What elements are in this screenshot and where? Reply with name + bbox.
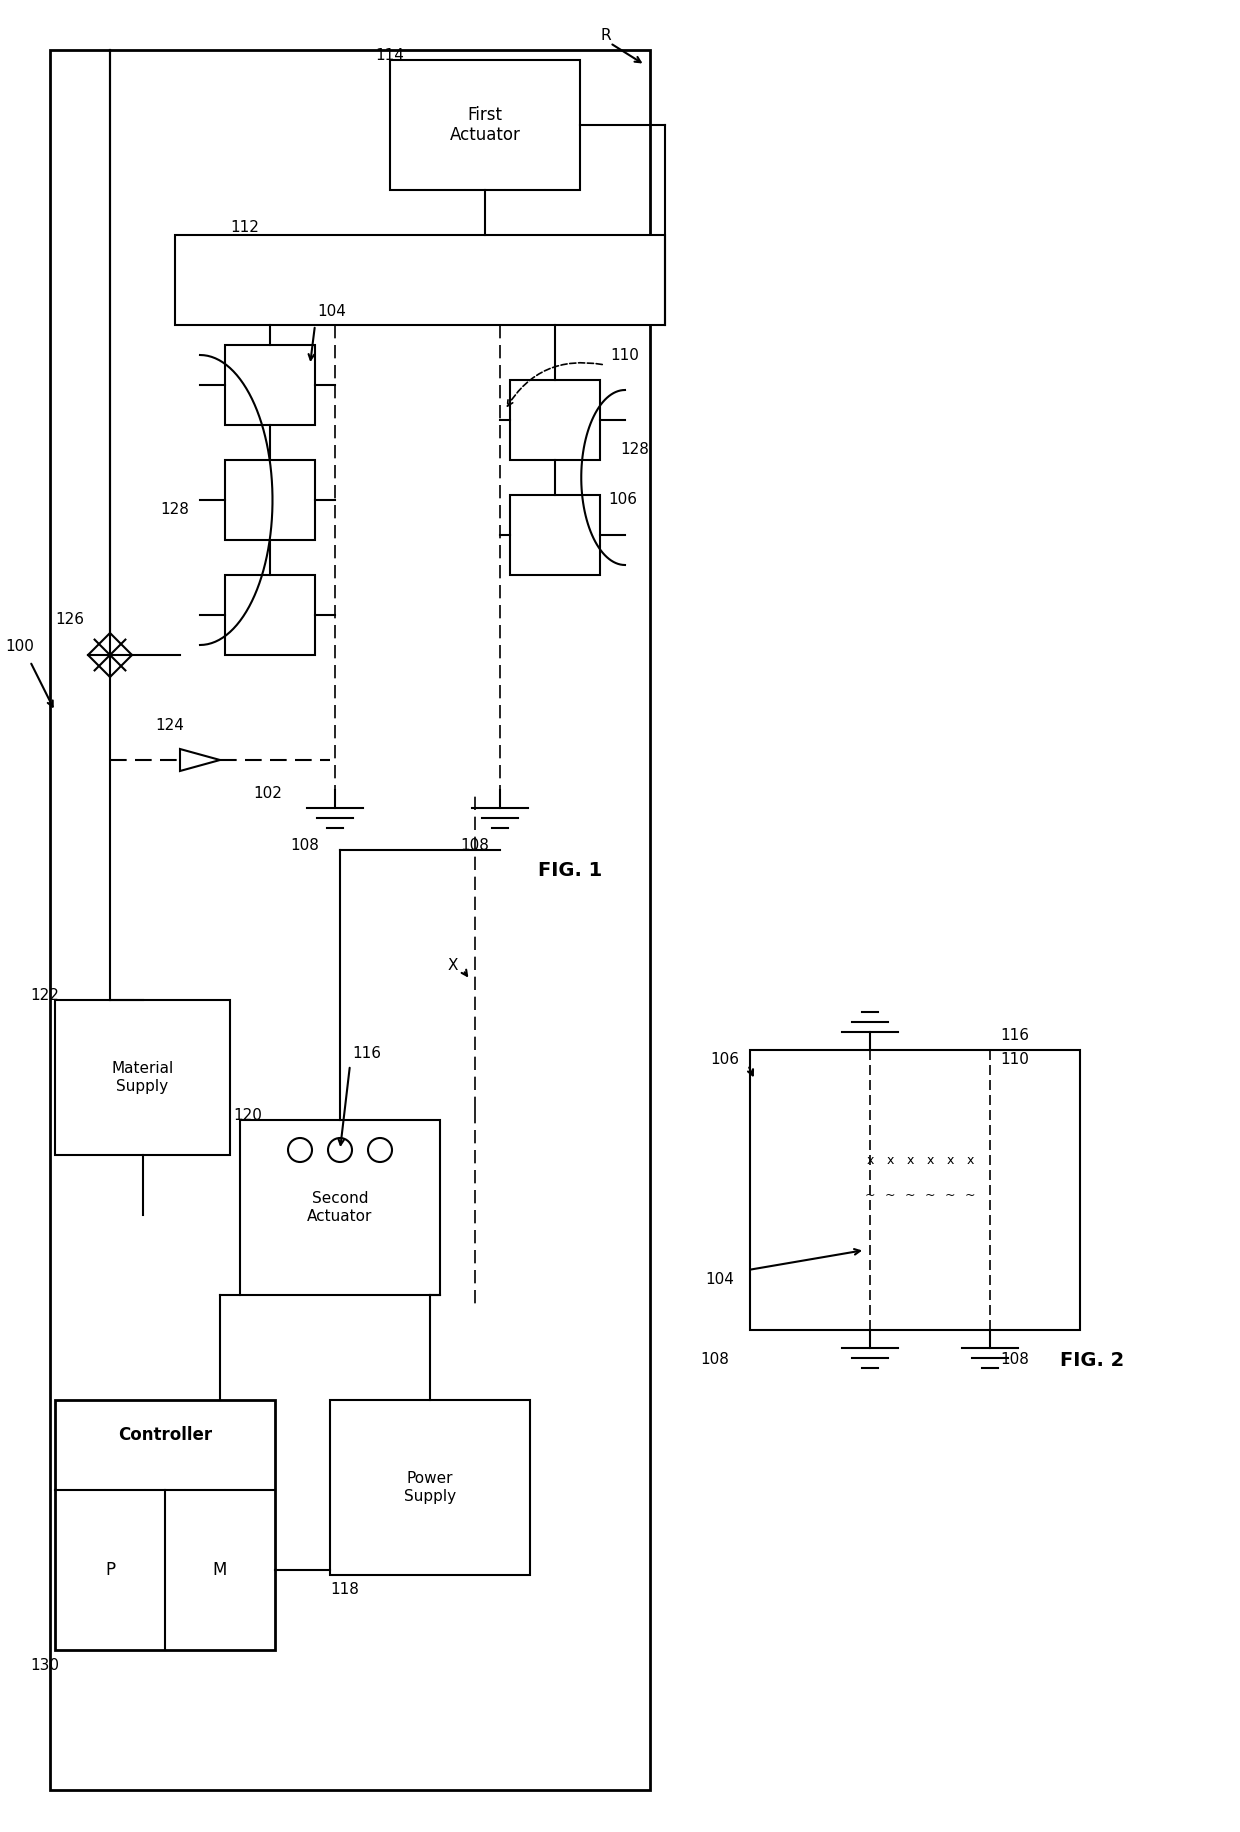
Bar (224, 344, 315, 425)
Bar (224, 460, 315, 540)
Text: ~: ~ (905, 1189, 915, 1202)
Bar (241, 1119, 440, 1295)
Bar (50, 49, 650, 1790)
Text: x: x (946, 1154, 954, 1167)
Text: 120: 120 (233, 1108, 262, 1123)
Text: ~: ~ (945, 1189, 955, 1202)
Text: 108: 108 (290, 837, 319, 852)
Bar (750, 1050, 1080, 1330)
Text: 102: 102 (253, 786, 281, 801)
Bar (510, 379, 600, 460)
Text: 112: 112 (229, 220, 259, 236)
Text: 110: 110 (999, 1053, 1029, 1068)
Text: 128: 128 (160, 502, 188, 517)
Text: 100: 100 (5, 639, 33, 654)
Text: First
Actuator: First Actuator (450, 106, 521, 145)
Text: FIG. 2: FIG. 2 (1060, 1350, 1125, 1370)
Bar (55, 1400, 275, 1651)
Text: 116: 116 (999, 1028, 1029, 1042)
Text: 104: 104 (317, 304, 346, 319)
Text: 106: 106 (711, 1053, 739, 1068)
Text: x: x (966, 1154, 973, 1167)
Text: 108: 108 (460, 837, 489, 852)
Text: x: x (926, 1154, 934, 1167)
Text: ~: ~ (885, 1189, 895, 1202)
Text: X: X (448, 958, 459, 973)
Text: x: x (887, 1154, 894, 1167)
Text: 104: 104 (706, 1273, 734, 1288)
Text: Second
Actuator: Second Actuator (308, 1191, 373, 1224)
Text: x: x (867, 1154, 874, 1167)
Text: 130: 130 (30, 1658, 60, 1673)
Text: x: x (906, 1154, 914, 1167)
Bar (330, 1400, 529, 1576)
Text: 106: 106 (608, 493, 637, 507)
Text: P: P (105, 1561, 115, 1579)
Text: Material
Supply: Material Supply (112, 1061, 174, 1094)
Bar (224, 575, 315, 656)
Bar (391, 60, 580, 191)
Text: 114: 114 (374, 48, 404, 62)
Text: 126: 126 (55, 612, 84, 628)
Text: 116: 116 (352, 1046, 381, 1061)
Text: 124: 124 (155, 718, 184, 733)
Text: M: M (213, 1561, 227, 1579)
Text: ~: ~ (965, 1189, 975, 1202)
Text: Controller: Controller (118, 1425, 212, 1444)
Text: ~: ~ (925, 1189, 935, 1202)
Bar (55, 1000, 229, 1154)
Text: ~: ~ (864, 1189, 875, 1202)
Text: 108: 108 (999, 1352, 1029, 1367)
Text: 110: 110 (610, 348, 639, 363)
Text: 128: 128 (620, 443, 649, 458)
Text: FIG. 1: FIG. 1 (538, 861, 603, 879)
Text: 108: 108 (701, 1352, 729, 1367)
Text: Power
Supply: Power Supply (404, 1471, 456, 1504)
Bar (175, 234, 665, 324)
Text: 122: 122 (30, 987, 58, 1002)
Text: R: R (600, 27, 610, 42)
Bar (510, 495, 600, 575)
Text: 118: 118 (330, 1583, 358, 1598)
